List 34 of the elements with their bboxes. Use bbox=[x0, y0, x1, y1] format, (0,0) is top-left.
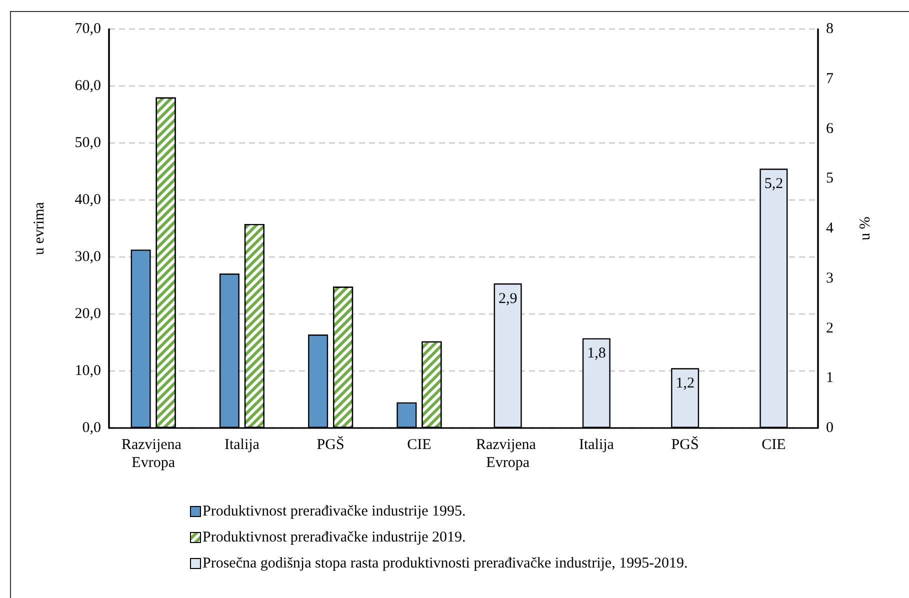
y2-tick-label: 2 bbox=[826, 320, 834, 336]
y2-tick-label: 0 bbox=[826, 420, 834, 436]
x-tick-label: PGŠ bbox=[316, 436, 344, 453]
y-tick-label: 70,0 bbox=[74, 21, 101, 37]
y-tick-label: 60,0 bbox=[74, 78, 101, 94]
y2-axis-title: u % bbox=[858, 216, 874, 240]
y-tick-label: 40,0 bbox=[74, 192, 101, 208]
data-label: 5,2 bbox=[764, 176, 784, 192]
y-tick-label: 50,0 bbox=[74, 135, 101, 151]
x-tick-label: CIE bbox=[407, 437, 432, 453]
y2-tick-label: 7 bbox=[826, 70, 834, 87]
legend-label: Produktivnost prerađivačke industrije 1995. bbox=[202, 504, 466, 520]
x-tick-label: PGŠ bbox=[671, 436, 699, 453]
x-tick-label: Italija bbox=[578, 437, 614, 453]
x-tick-label: CIE bbox=[762, 437, 786, 453]
data-label: 1,8 bbox=[587, 346, 606, 362]
x-tick-label: Italija bbox=[224, 437, 260, 453]
y2-tick-label: 5 bbox=[826, 170, 834, 187]
y2-tick-label: 1 bbox=[826, 370, 834, 386]
y-tick-label: 20,0 bbox=[74, 306, 101, 322]
data-label: 1,2 bbox=[676, 376, 694, 392]
y2-tick-label: 8 bbox=[826, 21, 834, 37]
y2-tick-label: 3 bbox=[826, 270, 834, 286]
y2-tick-label: 4 bbox=[826, 220, 834, 236]
data-label: 2,9 bbox=[498, 290, 518, 307]
y-tick-label: 0,0 bbox=[82, 420, 101, 436]
y-axis-title: u evrima bbox=[32, 202, 48, 255]
y-tick-label: 10,0 bbox=[74, 363, 101, 379]
legend-label: Prosečna godišnja stopa rasta produktivnosti prerađivačke industrije, 1995-2019. bbox=[202, 556, 688, 572]
legend-label: Produktivnost prerađivačke industrije 2019. bbox=[202, 530, 466, 546]
y2-tick-label: 6 bbox=[826, 120, 834, 137]
y-tick-label: 30,0 bbox=[74, 249, 101, 265]
x-tick-label: Razvijena Evropa bbox=[121, 437, 186, 471]
x-tick-label: Razvijena Evropa bbox=[476, 437, 540, 471]
